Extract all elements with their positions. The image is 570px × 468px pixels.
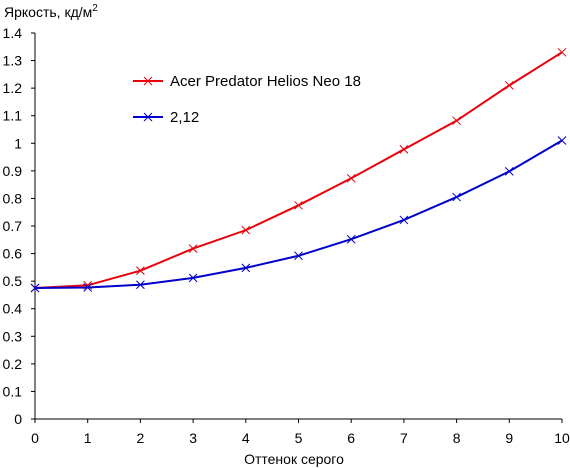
data-point [294,251,303,261]
x-tick-label: 8 [453,430,461,446]
data-point [452,192,461,202]
data-point [136,280,145,290]
data-point [188,273,198,283]
x-tick-label: 6 [347,430,355,446]
data-point [83,283,93,292]
axes: 0 0.1 0.2 0.3 0.4 0.5 0.6 0.7 0.8 0.9 1 1.1 1.2 1.3 1.… [3,25,570,446]
x-tick-label: 7 [400,430,408,446]
legend-item: Acer Predator Helios Neo 18 [133,73,361,90]
legend-item: 2,12 [133,109,199,126]
series-group [30,47,567,293]
y-tick-label: 1.4 [3,25,23,41]
legend-label: Acer Predator Helios Neo 18 [170,73,361,90]
data-point [346,173,356,183]
y-tick-label: 1.1 [3,108,23,124]
y-tick-label: 0.3 [3,328,23,344]
x-tick-label: 3 [189,430,197,446]
data-point [504,81,514,90]
x-tick-label: 2 [137,430,145,446]
data-point [346,234,356,244]
y-tick-label: 0.5 [3,273,23,289]
x-tick-label: 10 [554,430,570,446]
data-point [294,200,303,210]
x-tick-label: 5 [295,430,303,446]
legend-label: 2,12 [170,109,199,126]
data-point [136,266,145,276]
x-tick-label: 1 [84,430,92,446]
data-point [30,283,40,293]
data-point [399,144,409,154]
legend-swatch-marker [143,76,153,86]
series-line [34,139,563,290]
data-point [504,167,514,176]
x-axis-title: Оттенок серого [244,451,344,467]
y-tick-label: 0.2 [3,356,23,372]
x-tick-label: 4 [242,430,250,446]
legend: Acer Predator Helios Neo 18 2,12 [133,73,361,126]
y-tick-label: 0.7 [3,218,23,234]
y-tick-label: 0.1 [3,383,23,399]
y-tick-label: 0 [14,411,22,427]
y-axis-title-text: Яркость, кд/м [4,4,92,20]
y-tick-label: 0.9 [3,163,23,179]
data-point [399,215,409,225]
x-tick-label: 9 [505,430,513,446]
data-point [452,116,461,126]
data-point [557,136,567,145]
y-tick-label: 0.6 [3,246,23,262]
data-point [241,225,251,235]
y-tick-label: 0.8 [3,190,23,206]
legend-swatch-marker [143,112,153,122]
series-group [30,136,567,293]
y-tick-label: 1.2 [3,80,23,96]
data-point [188,244,198,253]
y-axis-title-superscript: 2 [92,3,98,14]
series-layer [30,47,567,293]
data-point [241,263,251,273]
y-axis-title: Яркость, кд/м2 [4,3,98,20]
data-point [557,47,567,57]
y-tick-label: 0.4 [3,301,23,317]
y-tick-label: 1 [14,135,22,151]
x-tick-label: 0 [31,430,39,446]
y-tick-label: 1.3 [3,53,23,69]
